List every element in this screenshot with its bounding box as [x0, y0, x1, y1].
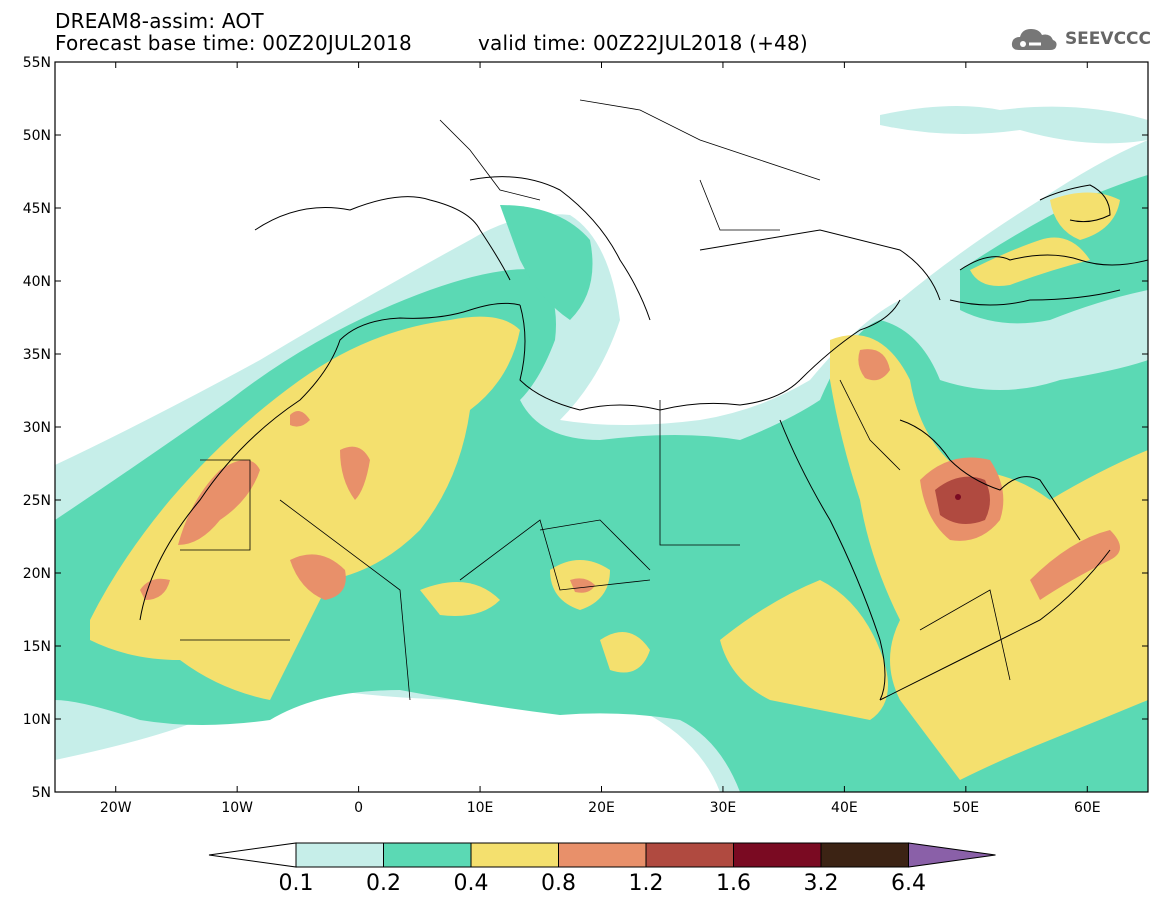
- lon-label: 0: [354, 800, 363, 816]
- colorbar-label: 0.8: [541, 871, 576, 896]
- lat-label: 30N: [23, 420, 51, 436]
- aot-colorbar: 0.1 0.2 0.4 0.8 1.2 1.6 3.2 6.4: [208, 842, 996, 896]
- axis-labels: 55N 50N 45N 40N 35N 30N 25N 20N 15N 10N 5N 20W 10W 0 1…: [23, 55, 1101, 816]
- colorbar-swatch: [558, 842, 647, 868]
- lat-label: 55N: [23, 55, 51, 71]
- cloud-icon: [1011, 29, 1057, 50]
- map-title: DREAM8-assim: AOT: [55, 9, 264, 33]
- colorbar-label: 0.2: [366, 871, 401, 896]
- lat-label: 35N: [23, 347, 51, 363]
- colorbar-swatch: [645, 842, 734, 868]
- colorbar-label: 6.4: [891, 871, 926, 896]
- lat-label: 5N: [32, 785, 51, 801]
- lon-label: 50E: [952, 800, 979, 816]
- coastlines: [139, 176, 1148, 701]
- map-plot-area: [55, 62, 1148, 792]
- lat-label: 25N: [23, 493, 51, 509]
- lat-label: 20N: [23, 566, 51, 582]
- lat-label: 40N: [23, 274, 51, 290]
- lat-label: 50N: [23, 128, 51, 144]
- colorbar-label: 1.6: [716, 871, 751, 896]
- aot-contour-1-6: [955, 494, 961, 500]
- colorbar-label: 0.1: [279, 871, 314, 896]
- colorbar-label: 1.2: [629, 871, 664, 896]
- lat-label: 45N: [23, 201, 51, 217]
- colorbar-high-arrow: [908, 842, 996, 868]
- forecast-base-time: Forecast base time: 00Z20JUL2018: [55, 31, 412, 55]
- aot-contour-0-4: [90, 192, 1148, 780]
- colorbar-swatch: [733, 842, 822, 868]
- lat-label: 15N: [23, 639, 51, 655]
- lon-label: 30E: [710, 800, 737, 816]
- colorbar-swatch: [295, 842, 384, 868]
- aot-contour-1-2: [935, 476, 990, 524]
- colorbar-swatch: [470, 842, 559, 868]
- colorbar-label: 0.4: [454, 871, 489, 896]
- axis-ticks: [55, 61, 1148, 793]
- colorbar-low-arrow: [208, 842, 297, 868]
- seevccc-logo: SEEVCCC: [1009, 22, 1151, 56]
- lat-label: 10N: [23, 712, 51, 728]
- logo-text: SEEVCCC: [1064, 29, 1151, 49]
- colorbar-label: 3.2: [804, 871, 839, 896]
- lon-label: 20E: [588, 800, 615, 816]
- country-borders: [180, 99, 1011, 701]
- valid-time: valid time: 00Z22JUL2018 (+48): [478, 31, 808, 55]
- lon-label: 10E: [467, 800, 494, 816]
- colorbar-swatch: [820, 842, 909, 868]
- lon-label: 60E: [1074, 800, 1101, 816]
- lon-label: 10W: [221, 800, 253, 816]
- colorbar-swatch: [383, 842, 472, 868]
- lon-label: 40E: [831, 800, 858, 816]
- lon-label: 20W: [100, 800, 132, 816]
